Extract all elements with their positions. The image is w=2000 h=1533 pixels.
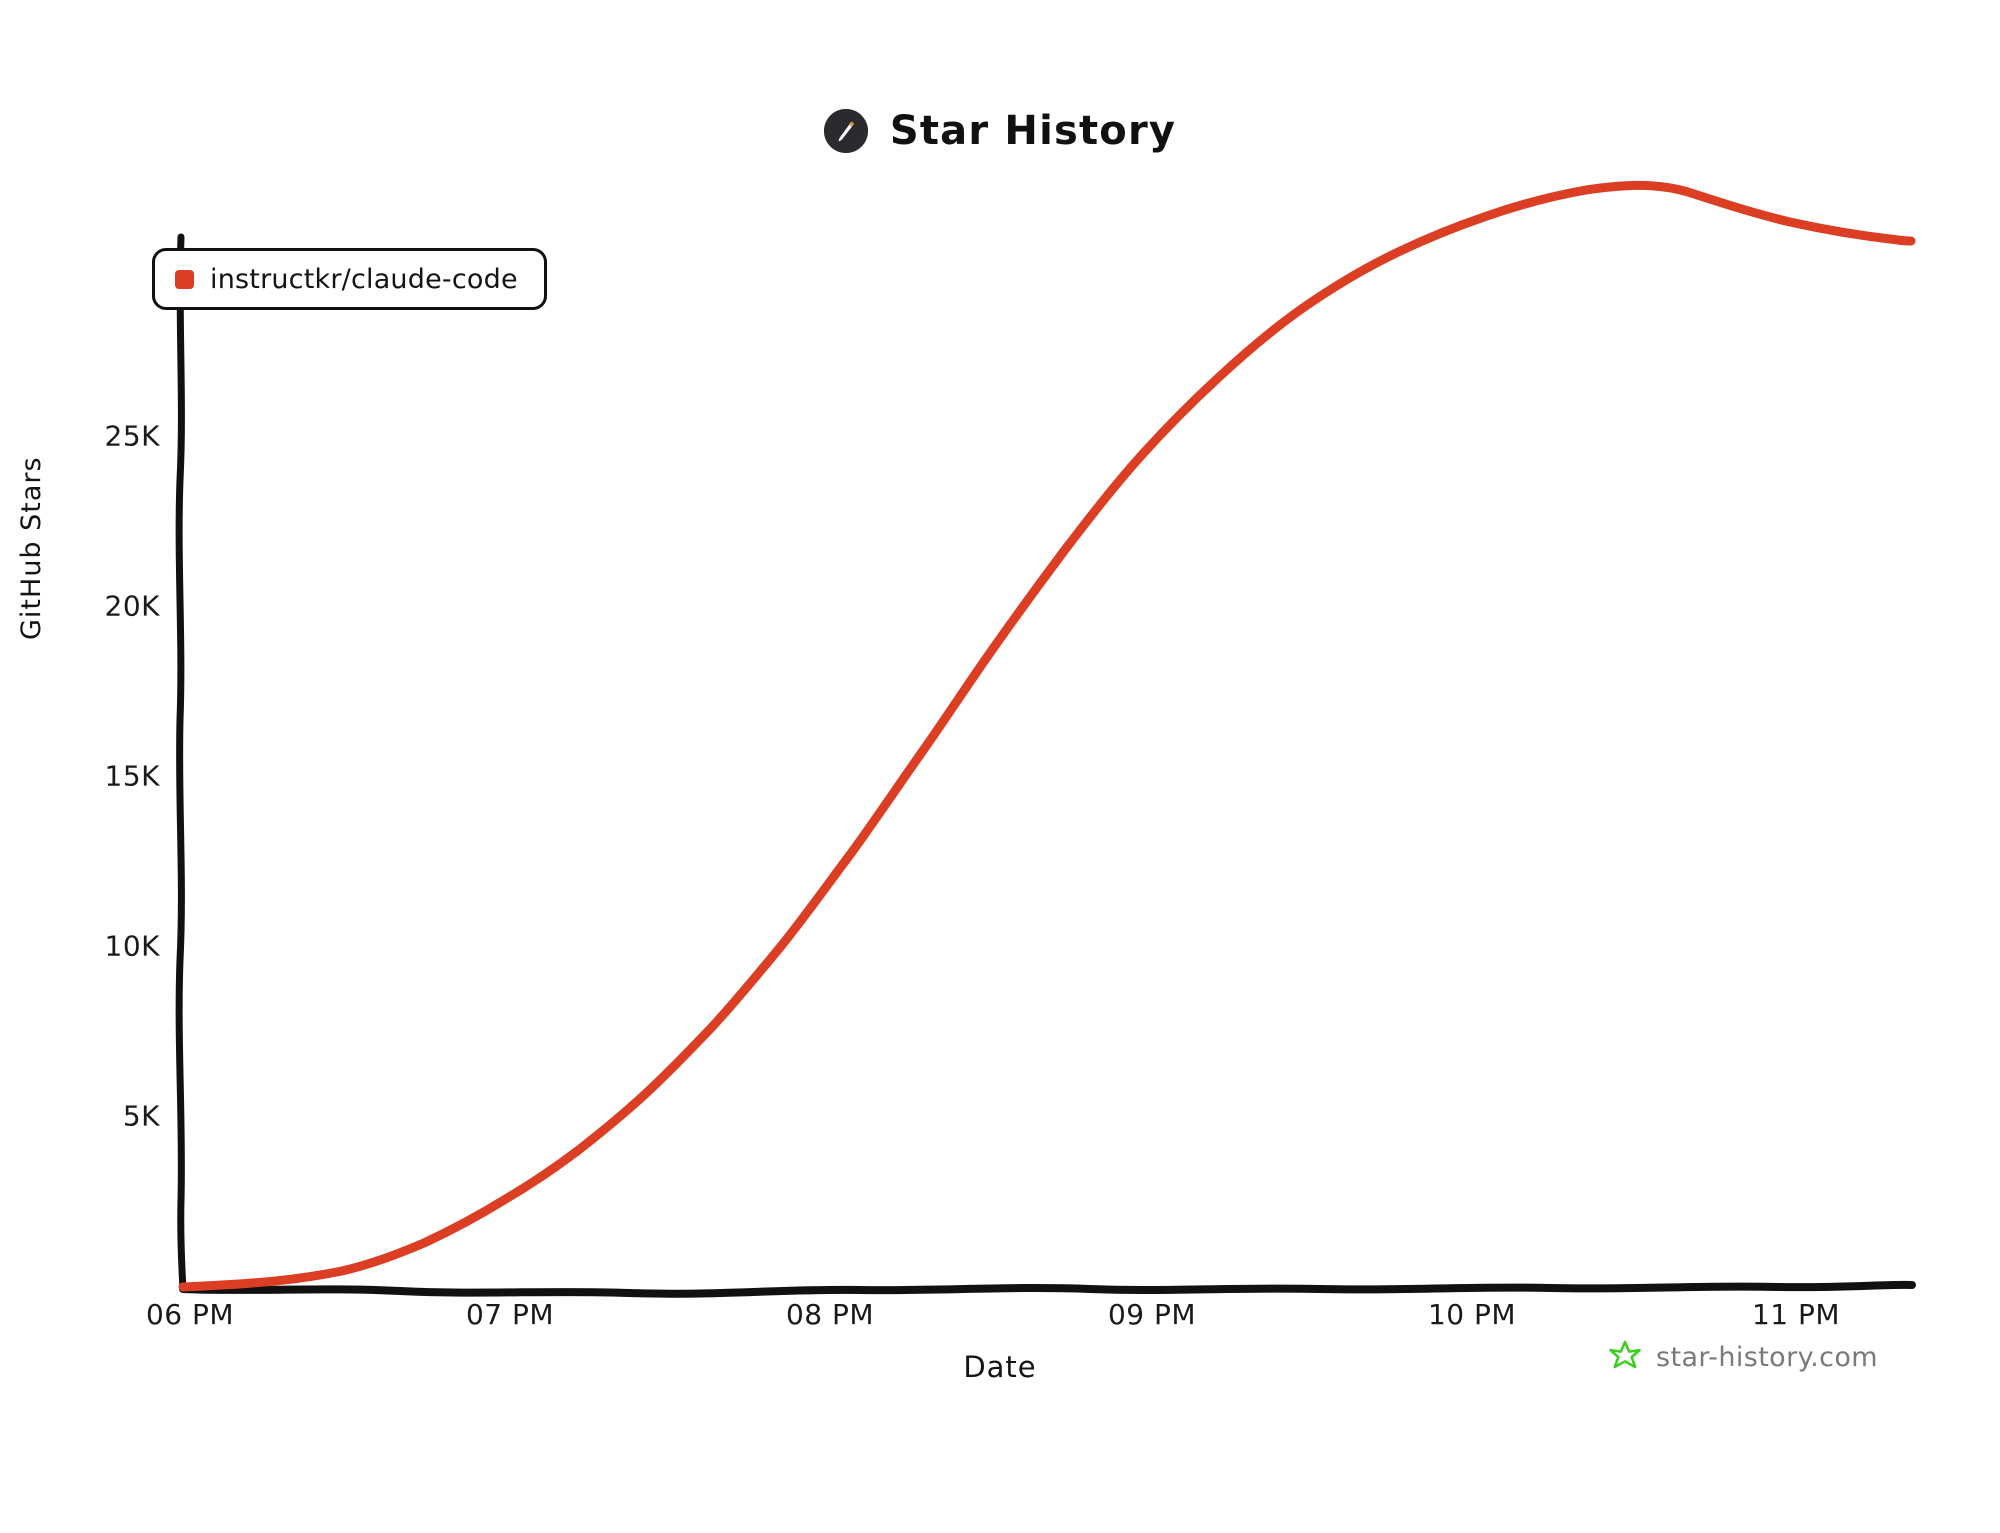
y-axis-title: GitHub Stars: [16, 456, 47, 640]
chart-legend[interactable]: instructkr/claude-code: [152, 248, 547, 310]
pencil-icon: [823, 109, 868, 153]
y-tick-label-5k: 5K: [122, 1099, 160, 1133]
y-tick-label-20k: 20K: [104, 589, 160, 623]
x-tick-label-06pm: 06 PM: [145, 1298, 235, 1331]
watermark-link[interactable]: star-history.com: [1608, 1338, 1878, 1376]
y-axis-line: [175, 233, 187, 1293]
y-tick-label-15k: 15K: [104, 759, 160, 793]
y-tick-label-25k: 25K: [104, 419, 160, 453]
green-star-icon: [1608, 1338, 1642, 1376]
chart-header: Star History: [0, 96, 2000, 166]
x-axis-title: Date: [963, 1350, 1037, 1384]
x-axis-line: [179, 1280, 1916, 1298]
legend-swatch-instructkr-claude-code: [175, 269, 194, 289]
legend-label-instructkr-claude-code: instructkr/claude-code: [210, 263, 518, 295]
x-tick-label-08pm: 08 PM: [785, 1298, 875, 1331]
page-title: Star History: [889, 108, 1177, 154]
x-tick-label-07pm: 07 PM: [465, 1298, 555, 1331]
y-tick-label-10k: 10K: [104, 929, 160, 963]
x-tick-label-10pm: 10 PM: [1427, 1298, 1517, 1331]
x-tick-label-09pm: 09 PM: [1107, 1298, 1197, 1331]
watermark-text: star-history.com: [1656, 1341, 1878, 1373]
x-tick-label-11pm: 11 PM: [1751, 1298, 1841, 1331]
series-line-instructkr-claude-code: [178, 180, 1916, 1292]
y-axis-ticks: 25K 20K 15K 10K 5K: [30, 0, 160, 1533]
